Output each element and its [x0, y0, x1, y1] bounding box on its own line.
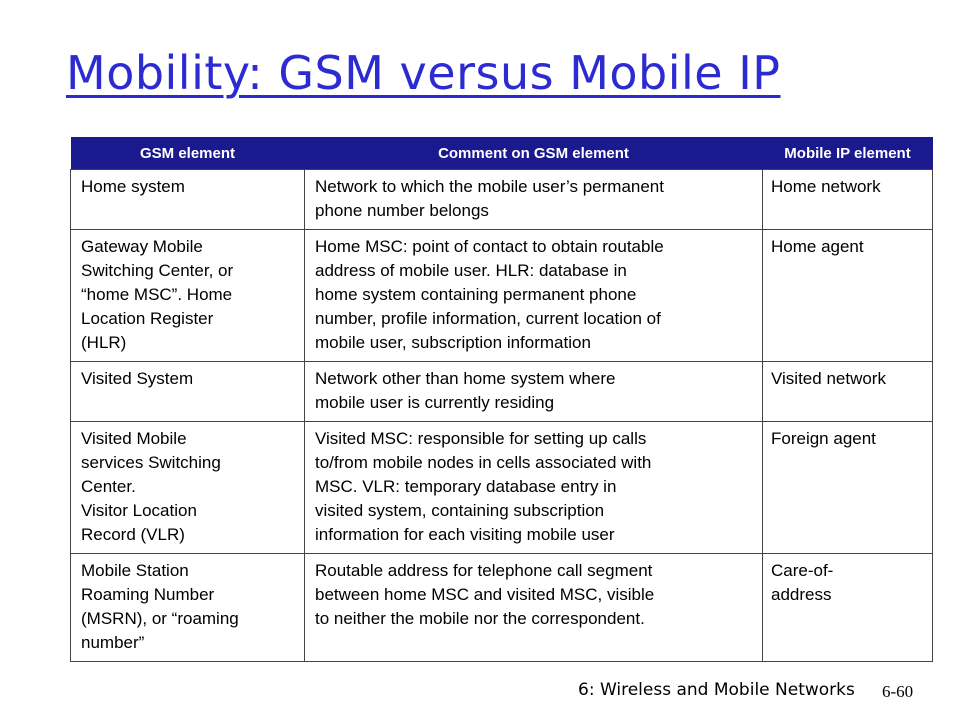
cell-text-line: “home MSC”. Home — [81, 285, 233, 304]
cell-text-line: mobile user is currently residing — [315, 393, 555, 412]
cell-text-line: address of mobile user. HLR: database in — [315, 261, 627, 280]
comment-cell: Home MSC: point of contact to obtain rou… — [304, 229, 763, 362]
page-number: 6-60 — [882, 682, 914, 701]
cell-text-line: Network other than home system where — [315, 369, 616, 388]
cell-text-line: number, profile information, current loc… — [315, 309, 661, 328]
comment-cell: Visited MSC: responsible for setting up … — [304, 421, 763, 554]
cell-text-line: Mobile Station — [81, 561, 189, 580]
cell-text-line: Foreign agent — [771, 429, 876, 448]
mobile-ip-element-cell: Home agent — [762, 229, 933, 362]
cell-text-line: Visitor Location — [81, 501, 197, 520]
comment-cell: Routable address for telephone call segm… — [304, 553, 763, 662]
gsm-element-cell: Gateway Mobile Switching Center, or “home … — [70, 229, 305, 362]
cell-text-line: number” — [81, 633, 145, 652]
cell-text-line: (MSRN), or “roaming — [81, 609, 239, 628]
cell-text-line: services Switching — [81, 453, 221, 472]
cell-text-line: Visited MSC: responsible for setting up … — [315, 429, 647, 448]
cell-text-line: Roaming Number — [81, 585, 215, 604]
header-comment: Comment on GSM element — [304, 136, 763, 170]
cell-text-line: Visited Mobile — [81, 429, 187, 448]
cell-text-line: Home agent — [771, 237, 864, 256]
cell-text-line: Gateway Mobile — [81, 237, 203, 256]
gsm-element-cell: Mobile Station Roaming Number (MSRN), or “… — [70, 553, 305, 662]
cell-text-line: visited system, containing subscription — [315, 501, 605, 520]
table-row: Visited System Network other than home sy… — [70, 361, 933, 422]
table-row: Mobile Station Roaming Number (MSRN), or “… — [70, 553, 933, 662]
comment-cell: Network to which the mobile user’s perma… — [304, 169, 763, 230]
cell-text-line: Visited network — [771, 369, 886, 388]
cell-text-line: Network to which the mobile user’s perma… — [315, 177, 664, 196]
gsm-mobile-ip-table: GSM element Comment on GSM element Mobil… — [70, 136, 933, 662]
cell-text-line: (HLR) — [81, 333, 127, 352]
table-header-row: GSM element Comment on GSM element Mobil… — [70, 136, 933, 170]
cell-text-line: Center. — [81, 477, 136, 496]
cell-text-line: Home MSC: point of contact to obtain rou… — [315, 237, 664, 256]
cell-text-line: mobile user, subscription information — [315, 333, 591, 352]
cell-text-line: information for each visiting mobile use… — [315, 525, 615, 544]
slide-title: Mobility: GSM versus Mobile IP — [66, 46, 781, 100]
gsm-element-cell: Home system — [70, 169, 305, 230]
cell-text-line: Home network — [771, 177, 881, 196]
header-mobile-ip-element: Mobile IP element — [762, 136, 933, 170]
header-gsm-element: GSM element — [70, 136, 305, 170]
table-row: Visited Mobile services Switching Center. V… — [70, 421, 933, 554]
mobile-ip-element-cell: Foreign agent — [762, 421, 933, 554]
gsm-element-cell: Visited System — [70, 361, 305, 422]
table-row: Gateway Mobile Switching Center, or “home … — [70, 229, 933, 362]
cell-text-line: Location Register — [81, 309, 214, 328]
mobile-ip-element-cell: Care-of-address — [762, 553, 933, 662]
cell-text-line: to/from mobile nodes in cells associated… — [315, 453, 652, 472]
cell-text-line: address — [771, 585, 832, 604]
cell-text-line: MSC. VLR: temporary database entry in — [315, 477, 617, 496]
cell-text-line: Switching Center, or — [81, 261, 234, 280]
footer-chapter-label: 6: Wireless and Mobile Networks — [578, 680, 855, 700]
cell-text-line: to neither the mobile nor the correspond… — [315, 609, 645, 628]
cell-text-line: Home system — [81, 177, 185, 196]
comment-cell: Network other than home system where mobi… — [304, 361, 763, 422]
cell-text-line: Record (VLR) — [81, 525, 185, 544]
mobile-ip-element-cell: Visited network — [762, 361, 933, 422]
mobile-ip-element-cell: Home network — [762, 169, 933, 230]
table-row: Home system Network to which the mobile u… — [70, 169, 933, 230]
cell-text-line: Visited System — [81, 369, 194, 388]
cell-text-line: home system containing permanent phone — [315, 285, 637, 304]
cell-text-line: between home MSC and visited MSC, visibl… — [315, 585, 655, 604]
cell-text-line: phone number belongs — [315, 201, 489, 220]
cell-text-line: Care-of- — [771, 561, 834, 580]
cell-text-line: Routable address for telephone call segm… — [315, 561, 653, 580]
gsm-element-cell: Visited Mobile services Switching Center. V… — [70, 421, 305, 554]
